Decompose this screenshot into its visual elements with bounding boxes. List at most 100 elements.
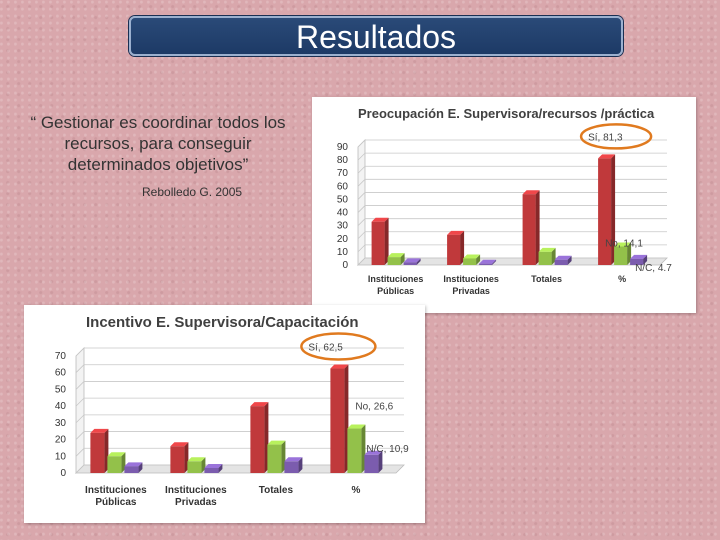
bar-s1-1	[90, 428, 109, 473]
gridline	[75, 448, 85, 457]
bar-side	[567, 255, 572, 265]
y-tick-label: 0	[342, 260, 348, 271]
bar-top	[630, 254, 648, 259]
bar-s3-3	[554, 255, 572, 265]
bar-front	[538, 251, 552, 265]
bar-side	[384, 217, 389, 265]
bar-side	[138, 462, 143, 473]
y-tick-label: 30	[337, 221, 349, 232]
bar-front	[284, 461, 299, 473]
chart-title: Preocupación E. Supervisora/recursos /pr…	[358, 106, 655, 121]
bar-top	[463, 254, 481, 259]
quote-text: “ Gestionar es coordinar todos los recur…	[30, 113, 286, 174]
bar-side	[218, 463, 223, 473]
bar-side	[535, 190, 540, 265]
highlight-circle	[579, 123, 653, 150]
bar-front	[330, 368, 345, 473]
bar-front	[107, 456, 122, 473]
bar-s2-3	[267, 440, 286, 473]
category-label: Instituciones Públicas	[85, 485, 147, 508]
annotation-3: N/C, 4.7	[635, 263, 672, 274]
bar-side	[400, 253, 405, 265]
bar-top	[479, 259, 497, 264]
y-tick-label: 70	[55, 351, 67, 362]
category-label: Totales	[531, 274, 562, 284]
bar-front	[403, 262, 417, 265]
bar-front	[371, 221, 385, 265]
quote-author: Rebolledo G. 2005	[142, 185, 243, 199]
bar-s2-3	[538, 247, 556, 265]
y-tick-label: 50	[55, 384, 67, 395]
bar-top	[371, 217, 389, 222]
bar-top	[170, 442, 189, 447]
bar-side	[476, 254, 481, 265]
bar-s1-1	[371, 217, 389, 265]
bar-front	[479, 263, 493, 265]
category-label: Totales	[259, 485, 294, 496]
bar-front	[187, 461, 202, 473]
gridline	[75, 347, 85, 357]
bar-front	[447, 234, 461, 265]
bar-s2-1	[107, 452, 126, 473]
chart-preocupacion-svg: Preocupación E. Supervisora/recursos /pr…	[337, 106, 672, 296]
annotation-1: Sí, 81,3	[588, 132, 623, 143]
bar-front	[250, 406, 265, 473]
y-tick-label: 60	[55, 368, 67, 379]
bar-top	[250, 402, 269, 407]
bar-front	[347, 428, 362, 473]
bar-s3-1	[403, 258, 421, 265]
category-label: %	[618, 274, 626, 284]
category-label: %	[351, 485, 360, 496]
bar-top	[187, 457, 206, 462]
y-tick-label: 10	[55, 451, 67, 462]
bar-s1-3	[522, 190, 540, 265]
bar-top	[347, 424, 366, 429]
bar-s2-1	[387, 253, 405, 265]
chart-incentivo: Incentivo E. Supervisora/Capacitación 0 10…	[24, 305, 425, 523]
category-label: Instituciones Públicas	[368, 274, 424, 296]
bar-s2-4	[614, 242, 632, 265]
y-tick-label: 0	[60, 468, 66, 479]
bar-side	[460, 230, 465, 265]
bar-side	[551, 247, 556, 265]
bar-s1-3	[250, 402, 269, 473]
bar-top	[124, 462, 143, 467]
bar-front	[463, 258, 477, 265]
bar-top	[538, 247, 556, 252]
bar-top	[330, 364, 349, 369]
bar-side	[643, 254, 648, 265]
bar-front	[124, 466, 139, 473]
bar-top	[522, 190, 540, 195]
side-wall	[75, 347, 85, 474]
y-tick-label: 10	[337, 247, 349, 258]
gridline	[357, 231, 366, 240]
bar-side	[492, 259, 497, 265]
gridline	[357, 152, 366, 161]
y-tick-label: 80	[337, 155, 349, 166]
bar-side	[378, 450, 383, 473]
bar-side	[611, 154, 616, 265]
bar-front	[267, 444, 282, 473]
bar-top	[267, 440, 286, 445]
annotation-3: N/C, 10,9	[366, 444, 409, 455]
gridline	[357, 179, 366, 187]
bar-front	[630, 258, 644, 265]
bar-top	[614, 242, 632, 247]
bar-front	[204, 467, 219, 473]
bar-front	[90, 432, 105, 473]
highlight-circle	[300, 332, 377, 361]
gridline	[75, 431, 85, 440]
gridline	[357, 192, 366, 200]
gridline	[357, 205, 366, 213]
y-tick-label: 20	[55, 435, 67, 446]
bar-s3-2	[204, 463, 223, 473]
bar-top	[447, 230, 465, 235]
gridline	[357, 244, 366, 253]
bar-top	[107, 452, 126, 457]
bar-s3-2	[479, 259, 497, 265]
gridline	[357, 218, 366, 226]
chart-incentivo-svg: Incentivo E. Supervisora/Capacitación 0 10…	[55, 314, 409, 508]
gridline	[75, 397, 85, 407]
y-tick-label: 70	[337, 168, 349, 179]
bar-top	[90, 428, 109, 433]
